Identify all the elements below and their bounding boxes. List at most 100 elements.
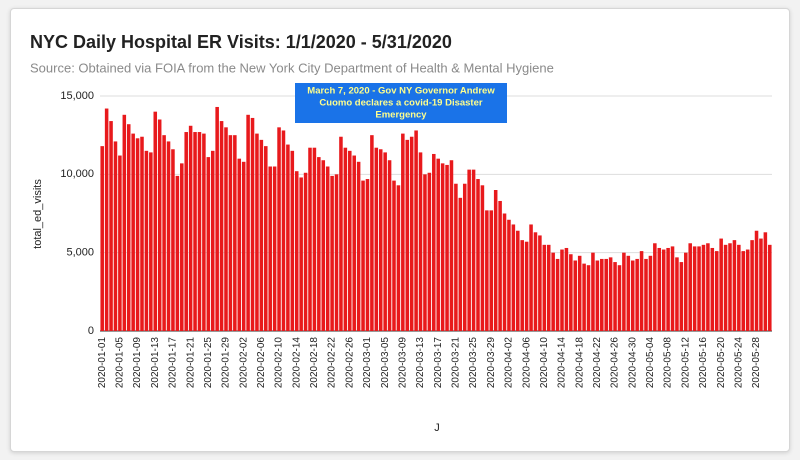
bar — [551, 252, 555, 331]
bar — [157, 119, 162, 331]
annotation-box — [295, 83, 507, 123]
bar — [454, 183, 458, 331]
x-tick-label: 2020-01-01 — [97, 337, 108, 389]
bar — [710, 247, 715, 331]
bar — [675, 257, 679, 331]
x-tick-label: 2020-05-08 — [663, 337, 674, 389]
bar — [471, 169, 476, 331]
bar — [635, 258, 639, 331]
bar — [728, 243, 732, 331]
chart-title: NYC Daily Hospital ER Visits: 1/1/2020 -… — [30, 32, 452, 52]
bar — [706, 243, 710, 331]
bar — [294, 171, 299, 331]
bar — [555, 258, 560, 331]
x-tick-label: 2020-04-30 — [627, 337, 638, 389]
bar — [582, 263, 586, 331]
x-tick-label: 2020-05-12 — [680, 337, 691, 389]
bar — [745, 249, 750, 331]
bar — [648, 255, 653, 331]
bar — [339, 136, 343, 331]
annotation-text: Emergency — [375, 110, 427, 121]
bar — [228, 135, 233, 331]
bar — [653, 243, 657, 331]
bar — [272, 166, 277, 331]
bar — [233, 135, 237, 331]
x-tick-label: 2020-03-21 — [451, 337, 462, 389]
bar — [538, 235, 542, 331]
bar — [409, 136, 414, 331]
bar — [480, 185, 485, 331]
x-axis-title: J — [434, 422, 440, 434]
bar — [100, 146, 104, 331]
x-tick-label: 2020-02-06 — [256, 337, 267, 389]
bar — [529, 224, 533, 331]
bar — [113, 141, 118, 331]
bar — [237, 158, 242, 331]
bar — [401, 133, 405, 331]
bar — [502, 213, 507, 331]
bar — [405, 139, 410, 331]
bar — [206, 157, 211, 331]
x-tick-label: 2020-05-28 — [751, 337, 762, 389]
bar — [524, 241, 529, 331]
x-tick-label: 2020-02-14 — [291, 337, 302, 389]
bar — [219, 121, 224, 331]
bar — [493, 190, 498, 331]
bar — [140, 136, 144, 331]
bar — [348, 150, 352, 331]
bar — [608, 257, 613, 331]
bar — [498, 200, 502, 331]
bar — [546, 244, 551, 331]
bar — [639, 251, 644, 331]
bar — [759, 238, 763, 331]
bar — [423, 174, 427, 331]
bar — [122, 114, 127, 331]
bar — [153, 111, 158, 332]
annotation-text: Cuomo declares a covid-19 Disaster — [319, 98, 482, 109]
bar — [427, 172, 432, 331]
bar — [312, 147, 317, 331]
x-tick-label: 2020-03-05 — [380, 337, 391, 389]
bar — [317, 157, 321, 331]
x-tick-label: 2020-03-17 — [433, 337, 444, 389]
bar — [268, 166, 272, 331]
bar — [135, 138, 140, 331]
bar — [768, 244, 772, 331]
bar — [591, 252, 595, 331]
bar — [692, 246, 697, 331]
x-tick-label: 2020-03-01 — [362, 337, 373, 389]
bar — [737, 244, 741, 331]
bar — [440, 163, 445, 331]
bar — [511, 224, 516, 331]
x-tick-label: 2020-02-26 — [344, 337, 355, 389]
bar — [560, 249, 564, 331]
bar — [250, 117, 255, 331]
bar — [343, 147, 348, 331]
bar — [741, 251, 746, 331]
bar — [750, 240, 754, 331]
bar — [458, 197, 463, 331]
bar — [281, 130, 286, 331]
bar — [246, 114, 250, 331]
x-tick-label: 2020-04-22 — [592, 337, 603, 389]
bar — [516, 230, 520, 331]
x-tick-label: 2020-04-10 — [539, 337, 550, 389]
bar — [564, 247, 569, 331]
bar — [763, 232, 768, 331]
bar — [436, 158, 440, 331]
x-tick-label: 2020-01-09 — [132, 337, 143, 389]
bar — [449, 160, 454, 331]
x-tick-label: 2020-02-02 — [238, 337, 249, 389]
x-tick-label: 2020-01-29 — [221, 337, 232, 389]
bar — [714, 251, 719, 331]
bar — [719, 238, 723, 331]
x-tick-label: 2020-04-14 — [557, 337, 568, 389]
bar — [644, 258, 648, 331]
bar — [259, 139, 264, 331]
bar — [356, 161, 361, 331]
bar — [334, 174, 339, 331]
bar — [175, 175, 180, 331]
bar — [255, 133, 259, 331]
